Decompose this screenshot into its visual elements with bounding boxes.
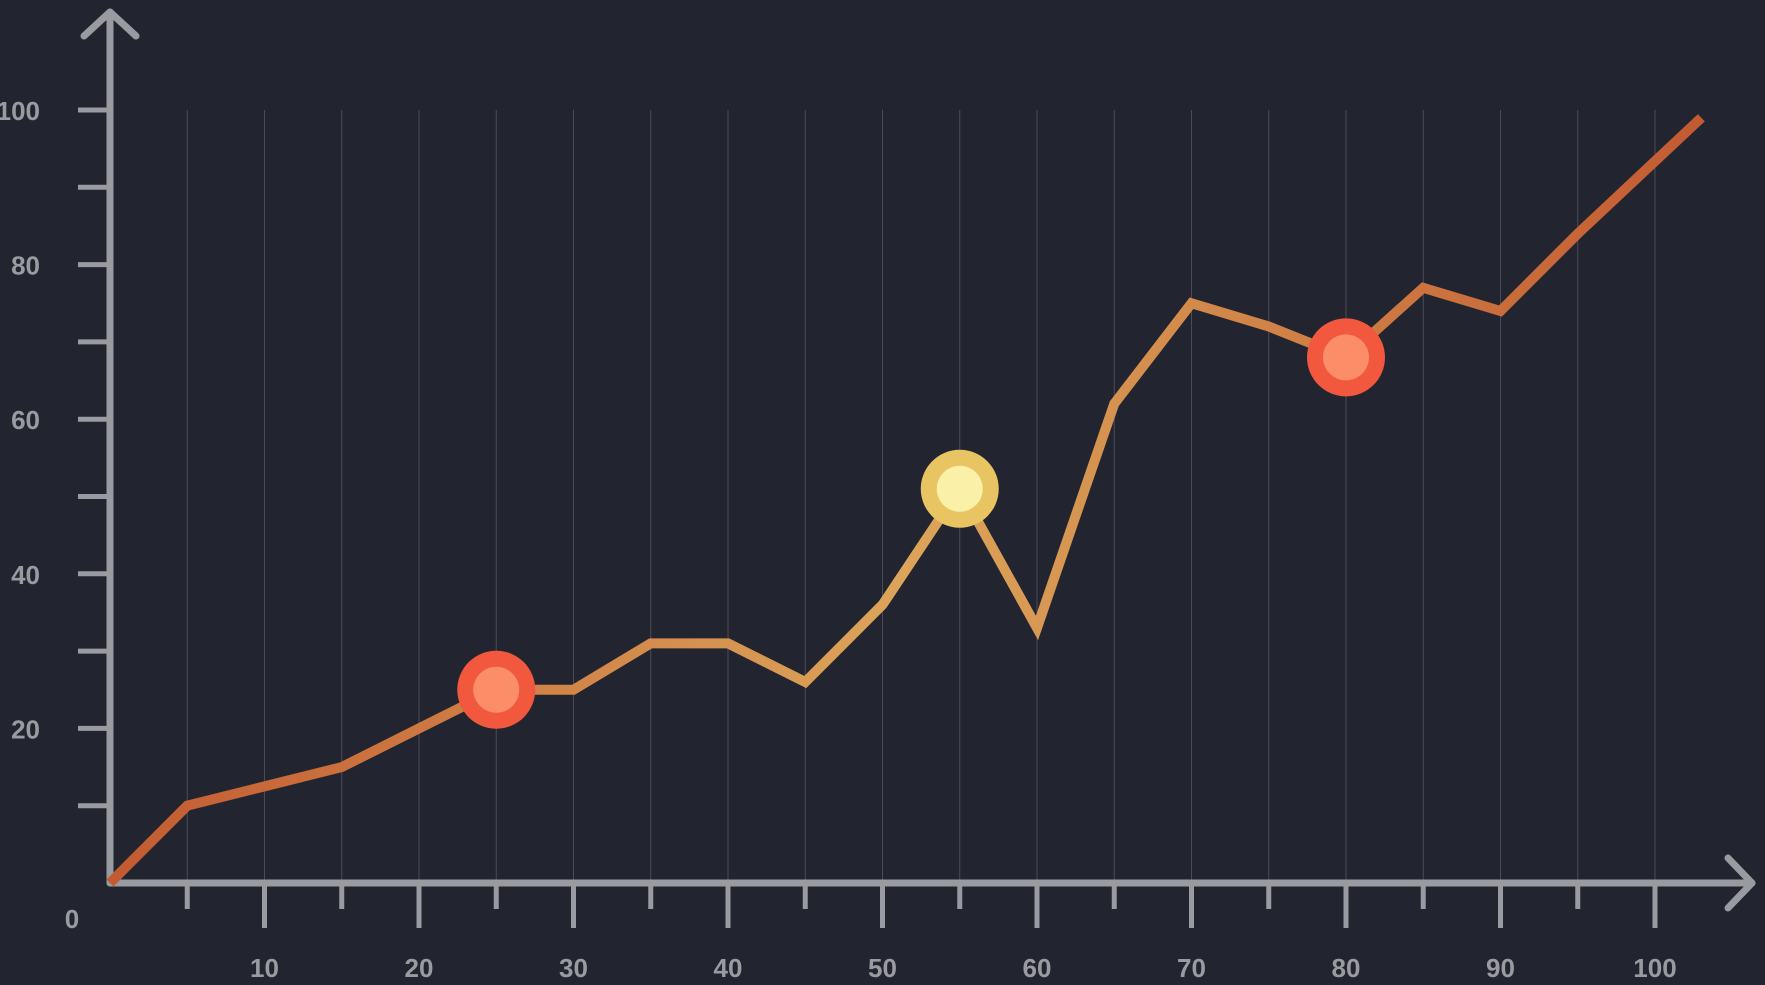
highlight-marker-1 xyxy=(921,450,999,528)
tick-labels: 10 20 30 40 50 60 70 80 90 100 20 40 60 80 100 0 xyxy=(0,96,1677,980)
x-tick-label-100: 100 xyxy=(1633,953,1676,980)
x-tick-label-80: 80 xyxy=(1332,953,1361,980)
x-tick-label-70: 70 xyxy=(1177,953,1206,980)
marker-center xyxy=(473,667,519,713)
series-line-0 xyxy=(110,118,1701,883)
x-tick-label-60: 60 xyxy=(1023,953,1052,980)
series xyxy=(110,118,1702,883)
x-tick-label-10: 10 xyxy=(250,953,279,980)
highlight-markers xyxy=(457,318,1385,728)
highlight-marker-2 xyxy=(1307,318,1385,396)
x-tick-label-30: 30 xyxy=(559,953,588,980)
x-tick-label-40: 40 xyxy=(714,953,743,980)
marker-center xyxy=(1323,334,1369,380)
grid xyxy=(187,110,1655,883)
y-tick-label-20: 20 xyxy=(11,714,40,744)
x-tick-label-20: 20 xyxy=(405,953,434,980)
marker-center xyxy=(937,466,983,512)
ticks xyxy=(78,110,1655,928)
x-tick-label-50: 50 xyxy=(868,953,897,980)
x-tick-label-90: 90 xyxy=(1486,953,1515,980)
origin-label: 0 xyxy=(65,904,79,934)
highlight-marker-0 xyxy=(457,651,535,729)
y-tick-label-60: 60 xyxy=(11,405,40,435)
y-tick-label-100: 100 xyxy=(0,96,40,126)
y-tick-label-80: 80 xyxy=(11,251,40,281)
y-tick-label-40: 40 xyxy=(11,560,40,590)
